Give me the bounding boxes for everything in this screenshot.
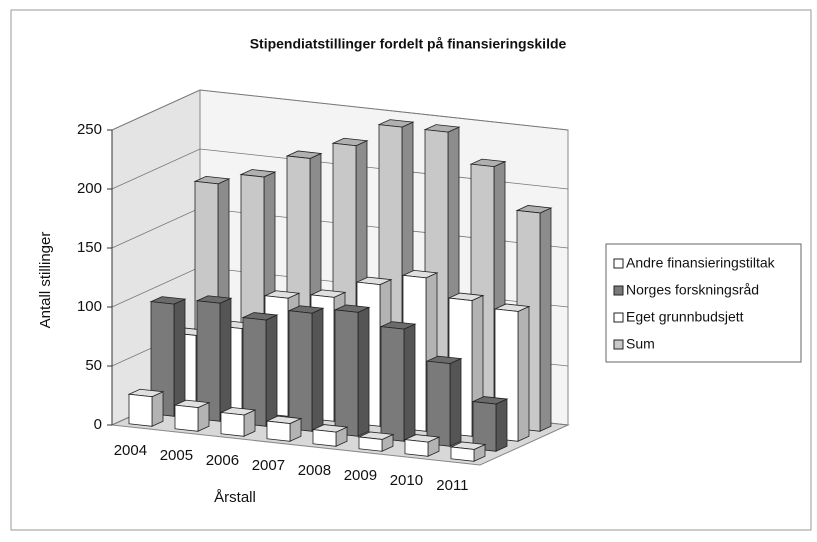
bar bbox=[173, 399, 211, 432]
bar-side bbox=[265, 314, 278, 427]
bar-front bbox=[174, 404, 199, 432]
bar-front bbox=[358, 436, 383, 452]
bar bbox=[449, 441, 487, 462]
bar bbox=[379, 321, 417, 442]
bar-front bbox=[242, 317, 267, 427]
bar bbox=[241, 312, 279, 427]
chart-title: Stipendiatstillinger fordelt på finansie… bbox=[250, 36, 567, 52]
bar-side bbox=[173, 298, 186, 417]
plot-area: 0 50 100 150 200 250 2004 2005 2006 2007 2008 2009 2… bbox=[77, 89, 570, 494]
bar-front bbox=[450, 446, 475, 462]
grid-line bbox=[111, 89, 569, 131]
y-tick-label: 100 bbox=[77, 298, 102, 315]
legend-swatch bbox=[613, 258, 624, 269]
x-tick-label: 2010 bbox=[390, 472, 423, 489]
bar-side bbox=[403, 323, 416, 442]
bar-front bbox=[220, 412, 245, 437]
y-tick-label: 150 bbox=[77, 239, 102, 256]
legend-label: Andre finansieringstiltak bbox=[626, 255, 776, 271]
bar-front bbox=[266, 420, 291, 442]
bar-front bbox=[150, 301, 175, 417]
bar-front bbox=[288, 310, 313, 432]
bar-side bbox=[219, 297, 232, 422]
bar-side bbox=[357, 306, 370, 437]
legend-swatch bbox=[613, 312, 624, 323]
bar bbox=[195, 295, 233, 422]
legend-box bbox=[605, 243, 802, 363]
legend-label: Eget grunnbudsjett bbox=[626, 309, 744, 325]
bar bbox=[471, 396, 509, 452]
bar-front bbox=[312, 429, 337, 447]
bar bbox=[219, 407, 257, 437]
legend-label: Norges forskningsråd bbox=[626, 282, 759, 298]
bar-front bbox=[426, 360, 451, 447]
y-tick-label: 250 bbox=[77, 121, 102, 138]
x-tick-label: 2011 bbox=[436, 477, 468, 494]
bar bbox=[403, 434, 441, 457]
bar bbox=[333, 304, 371, 437]
y-axis-label: Antall stillinger bbox=[37, 232, 54, 329]
y-tick-label: 50 bbox=[85, 357, 102, 374]
bar-front bbox=[380, 326, 405, 442]
y-tick-label: 200 bbox=[77, 180, 102, 197]
bar bbox=[287, 305, 325, 432]
bar bbox=[265, 415, 303, 442]
bar-side bbox=[539, 207, 552, 432]
legend: Andre finansieringstiltak Norges forsknin… bbox=[613, 255, 776, 352]
bar-front bbox=[472, 401, 497, 452]
bar-side bbox=[495, 398, 508, 452]
y-tick-label: 0 bbox=[94, 416, 102, 433]
x-axis-label: Årstall bbox=[214, 489, 256, 506]
bar-front bbox=[128, 393, 153, 427]
x-tick-label: 2007 bbox=[252, 457, 285, 474]
bar bbox=[127, 388, 165, 427]
x-tick-label: 2006 bbox=[206, 452, 239, 469]
bar-side bbox=[311, 307, 324, 432]
x-tick-label: 2004 bbox=[114, 442, 147, 459]
bar-front bbox=[196, 300, 221, 422]
bar bbox=[311, 424, 349, 447]
x-tick-label: 2005 bbox=[160, 447, 193, 464]
legend-label: Sum bbox=[626, 336, 655, 352]
bar-side bbox=[449, 358, 462, 447]
x-tick-label: 2008 bbox=[298, 462, 331, 479]
bar-side bbox=[151, 391, 164, 427]
bar-front bbox=[334, 309, 359, 437]
bar bbox=[357, 431, 395, 452]
x-tick-label: 2009 bbox=[344, 467, 377, 484]
bar-front bbox=[404, 439, 429, 457]
legend-swatch bbox=[613, 339, 624, 350]
legend-swatch bbox=[613, 285, 624, 296]
bar-side bbox=[517, 305, 530, 442]
bar bbox=[425, 355, 463, 447]
